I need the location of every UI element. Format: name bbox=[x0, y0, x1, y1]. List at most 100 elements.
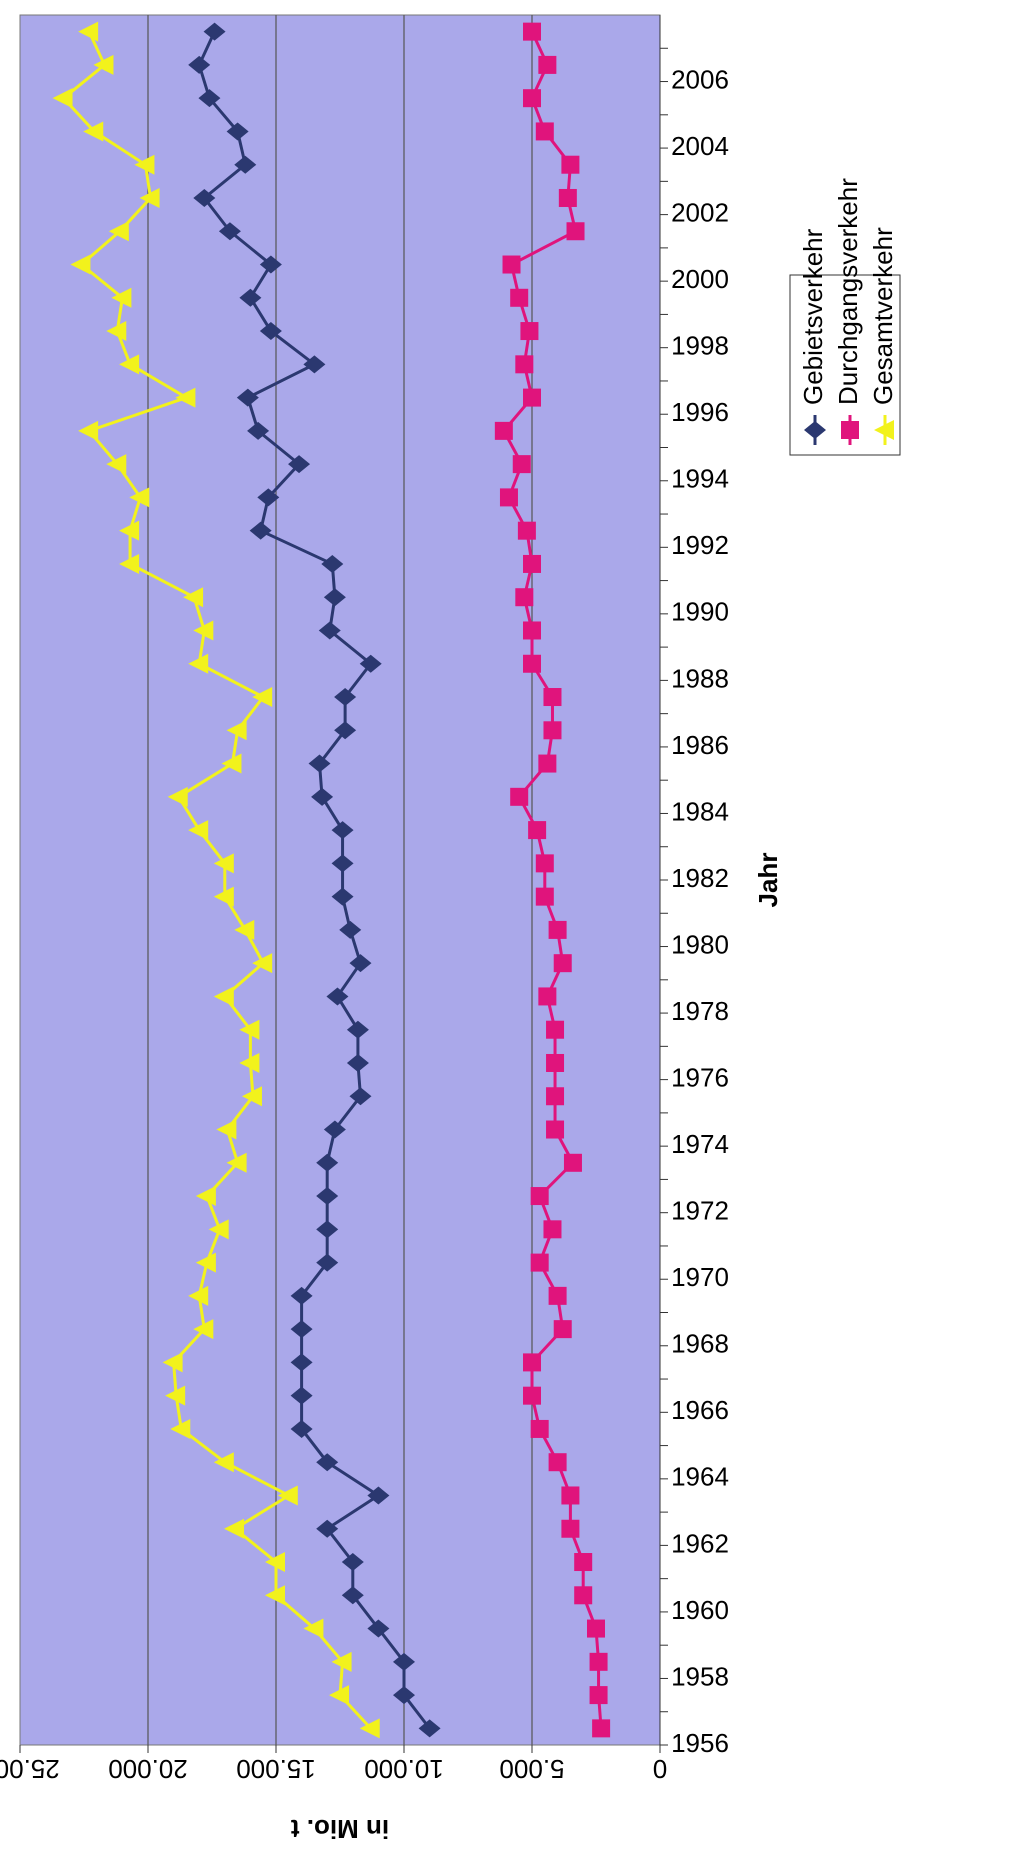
marker bbox=[303, 355, 326, 374]
marker bbox=[175, 387, 196, 408]
x-tick-label: 1956 bbox=[671, 1728, 729, 1758]
marker bbox=[308, 754, 331, 773]
marker bbox=[249, 521, 272, 540]
series-line bbox=[197, 31, 431, 1730]
marker bbox=[574, 1586, 593, 1605]
marker bbox=[548, 1286, 567, 1305]
x-tick-label: 1980 bbox=[671, 929, 729, 959]
marker bbox=[535, 887, 554, 906]
series-line bbox=[61, 31, 372, 1730]
x-tick-label: 1984 bbox=[671, 796, 729, 826]
x-tick-label: 1970 bbox=[671, 1262, 729, 1292]
marker bbox=[574, 1553, 593, 1572]
x-tick-label: 1992 bbox=[671, 530, 729, 560]
y-tick-label: 10.000 bbox=[364, 1754, 444, 1784]
marker bbox=[216, 1119, 237, 1140]
legend-marker bbox=[804, 421, 826, 439]
marker bbox=[203, 22, 226, 41]
marker bbox=[139, 187, 160, 208]
marker bbox=[226, 720, 247, 741]
marker bbox=[538, 55, 557, 74]
marker bbox=[119, 354, 140, 375]
marker bbox=[218, 222, 241, 241]
marker bbox=[316, 1453, 339, 1472]
marker bbox=[523, 621, 541, 640]
x-tick-label: 1990 bbox=[671, 597, 729, 627]
marker bbox=[510, 787, 529, 806]
marker bbox=[165, 1385, 186, 1406]
marker bbox=[349, 954, 372, 973]
marker bbox=[548, 1453, 567, 1472]
marker bbox=[510, 288, 529, 307]
legend-marker bbox=[841, 421, 859, 439]
marker bbox=[188, 1285, 209, 1306]
marker bbox=[323, 588, 346, 607]
marker bbox=[134, 154, 155, 175]
y-tick-label: 15.000 bbox=[236, 1754, 316, 1784]
x-tick-label: 1994 bbox=[671, 464, 729, 494]
x-tick-label: 1964 bbox=[671, 1462, 729, 1492]
marker bbox=[183, 587, 204, 608]
marker bbox=[208, 1219, 229, 1240]
marker bbox=[252, 953, 273, 974]
marker bbox=[316, 1153, 339, 1172]
marker bbox=[331, 854, 354, 873]
y-axis-label: in Mio. t bbox=[291, 1814, 390, 1844]
legend-marker bbox=[874, 420, 894, 440]
marker bbox=[523, 1353, 541, 1372]
marker bbox=[359, 1718, 380, 1739]
marker bbox=[499, 488, 518, 507]
marker bbox=[226, 1152, 247, 1173]
marker bbox=[108, 221, 129, 242]
marker bbox=[543, 688, 562, 707]
marker bbox=[106, 454, 127, 475]
x-tick-label: 1998 bbox=[671, 331, 729, 361]
marker bbox=[566, 222, 585, 241]
marker bbox=[515, 588, 534, 607]
marker bbox=[234, 155, 257, 174]
marker bbox=[535, 854, 554, 873]
marker bbox=[226, 122, 249, 141]
marker bbox=[52, 88, 73, 109]
marker bbox=[119, 553, 140, 574]
marker bbox=[546, 1020, 565, 1039]
marker bbox=[561, 1519, 580, 1538]
marker bbox=[520, 322, 539, 341]
x-tick-label: 2000 bbox=[671, 264, 729, 294]
marker bbox=[546, 1053, 565, 1072]
marker bbox=[592, 1719, 611, 1738]
marker bbox=[236, 388, 259, 407]
legend-label: Gebietsverkehr bbox=[798, 228, 828, 405]
marker bbox=[239, 1052, 260, 1073]
x-tick-label: 1988 bbox=[671, 663, 729, 693]
plot-area bbox=[19, 14, 661, 1746]
marker bbox=[515, 355, 534, 374]
marker bbox=[119, 520, 140, 541]
marker bbox=[523, 1386, 541, 1405]
marker bbox=[239, 1019, 260, 1040]
marker bbox=[213, 1452, 234, 1473]
marker bbox=[494, 421, 513, 440]
marker bbox=[359, 654, 382, 673]
marker bbox=[561, 1486, 580, 1505]
marker bbox=[329, 1685, 349, 1706]
marker bbox=[193, 188, 216, 207]
x-tick-label: 1960 bbox=[671, 1595, 729, 1625]
x-tick-label: 1966 bbox=[671, 1395, 729, 1425]
marker bbox=[538, 754, 557, 773]
marker bbox=[70, 254, 91, 275]
marker bbox=[265, 1585, 285, 1606]
legend-label: Durchgangsverkehr bbox=[833, 178, 863, 405]
marker bbox=[563, 1153, 582, 1172]
marker bbox=[341, 1586, 364, 1605]
y-tick-label: 0 bbox=[653, 1754, 667, 1784]
marker bbox=[93, 54, 114, 75]
marker bbox=[167, 786, 188, 807]
marker bbox=[530, 1419, 549, 1438]
marker bbox=[523, 388, 541, 407]
marker bbox=[311, 787, 334, 806]
x-tick-label: 1962 bbox=[671, 1528, 729, 1558]
marker bbox=[316, 1519, 339, 1538]
marker bbox=[502, 255, 521, 274]
